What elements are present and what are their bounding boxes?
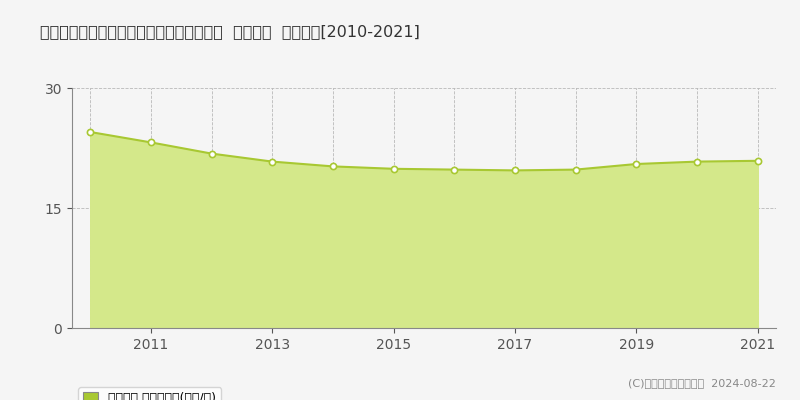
Point [205,150,218,157]
Point [326,163,339,170]
Point [145,139,158,146]
Legend: 地価公示 平均坪単価(万円/坪): 地価公示 平均坪単価(万円/坪) [78,387,222,400]
Point [266,158,278,165]
Point [448,166,461,173]
Point [690,158,703,165]
Text: (C)土地価格ドットコム  2024-08-22: (C)土地価格ドットコム 2024-08-22 [628,378,776,388]
Point [751,158,764,164]
Point [509,167,522,174]
Point [84,129,97,135]
Point [387,166,400,172]
Point [630,161,643,167]
Text: 大分県別府市大字鶴見字砂原１２７番１外  地価公示  地価推移[2010-2021]: 大分県別府市大字鶴見字砂原１２７番１外 地価公示 地価推移[2010-2021] [40,24,420,39]
Point [570,166,582,173]
